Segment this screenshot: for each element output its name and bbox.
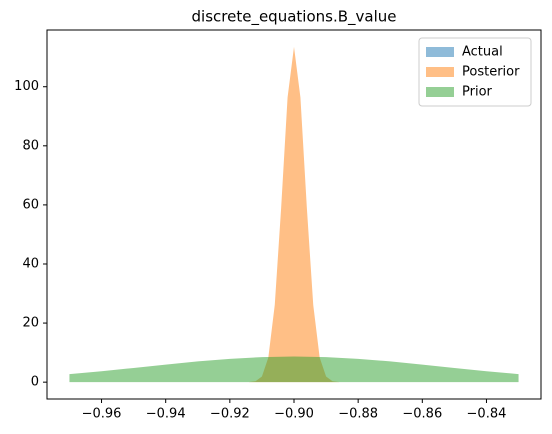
legend-label: Actual: [462, 45, 503, 60]
y-tick-label: 0: [31, 375, 39, 390]
y-tick-label: 20: [22, 316, 39, 331]
legend-label: Posterior: [462, 65, 520, 80]
y-tick-label: 100: [14, 79, 39, 94]
x-tick-label: −0.84: [467, 407, 507, 422]
x-tick-label: −0.86: [402, 407, 442, 422]
legend-swatch: [426, 67, 454, 77]
density-area: [249, 46, 339, 383]
legend-swatch: [426, 87, 454, 97]
y-tick-label: 80: [22, 138, 39, 153]
legend: Actual Posterior Prior: [418, 37, 532, 107]
y-tick-label: 60: [22, 197, 39, 212]
chart-title: discrete_equations.B_value: [192, 8, 397, 27]
x-tick-label: −0.90: [274, 407, 314, 422]
legend-swatch: [426, 47, 454, 57]
x-tick-label: −0.94: [146, 407, 186, 422]
legend-label: Prior: [462, 85, 493, 100]
x-tick-label: −0.92: [210, 407, 250, 422]
density-area: [69, 356, 519, 383]
y-tick-label: 40: [22, 256, 39, 271]
x-tick-label: −0.96: [82, 407, 122, 422]
x-tick-label: −0.88: [338, 407, 378, 422]
